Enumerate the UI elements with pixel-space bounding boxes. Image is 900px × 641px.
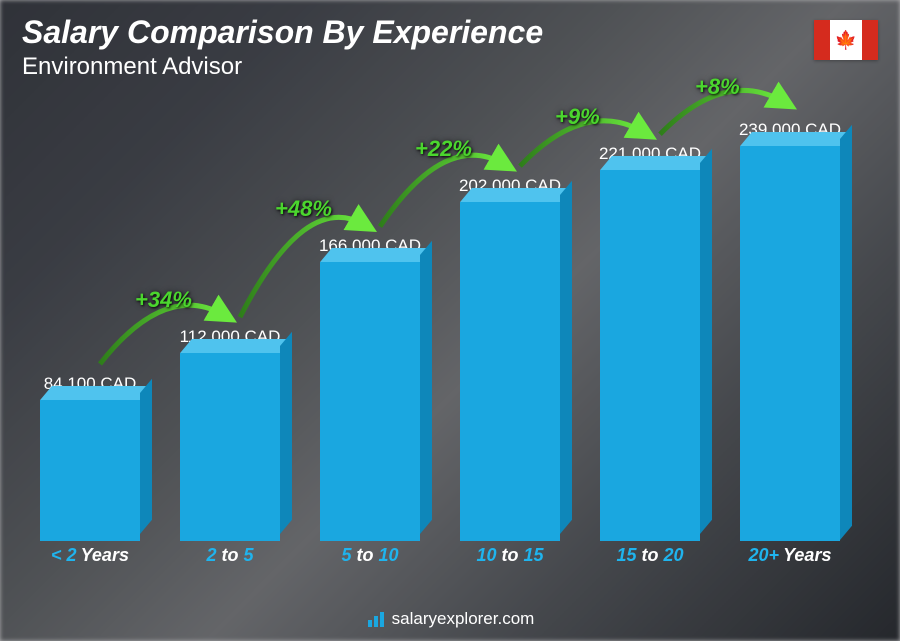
footer-site: salaryexplorer.com (392, 609, 535, 629)
x-axis-labels: < 2Years2 to 55 to 1010 to 1515 to 2020+… (20, 545, 860, 581)
bar-slot: 221,000 CAD (580, 120, 720, 541)
header: Salary Comparison By Experience Environm… (22, 14, 543, 81)
bar (740, 146, 840, 541)
bar (180, 353, 280, 541)
bar-slot: 239,000 CAD (720, 120, 860, 541)
chart-title: Salary Comparison By Experience (22, 14, 543, 51)
bar (460, 202, 560, 541)
x-axis-label: < 2Years (20, 545, 160, 581)
percentage-increase-label: +8% (695, 74, 740, 100)
bar-slot: 84,100 CAD (20, 120, 160, 541)
x-axis-label: 2 to 5 (160, 545, 300, 581)
bars-container: 84,100 CAD112,000 CAD166,000 CAD202,000 … (20, 120, 860, 541)
x-axis-label: 10 to 15 (440, 545, 580, 581)
x-axis-label: 15 to 20 (580, 545, 720, 581)
bar (600, 170, 700, 541)
bar (40, 400, 140, 541)
bar-slot: 166,000 CAD (300, 120, 440, 541)
bar-slot: 112,000 CAD (160, 120, 300, 541)
maple-leaf-icon: 🍁 (835, 30, 857, 51)
x-axis-label: 20+Years (720, 545, 860, 581)
bar-slot: 202,000 CAD (440, 120, 580, 541)
x-axis-label: 5 to 10 (300, 545, 440, 581)
bar (320, 262, 420, 541)
bar-chart: +34%+48%+22%+9%+8% 84,100 CAD112,000 CAD… (20, 120, 860, 581)
content-root: Salary Comparison By Experience Environm… (0, 0, 900, 641)
logo-icon (366, 609, 386, 629)
chart-subtitle: Environment Advisor (22, 53, 543, 81)
canada-flag-icon: 🍁 (814, 20, 878, 60)
footer: salaryexplorer.com (0, 609, 900, 629)
